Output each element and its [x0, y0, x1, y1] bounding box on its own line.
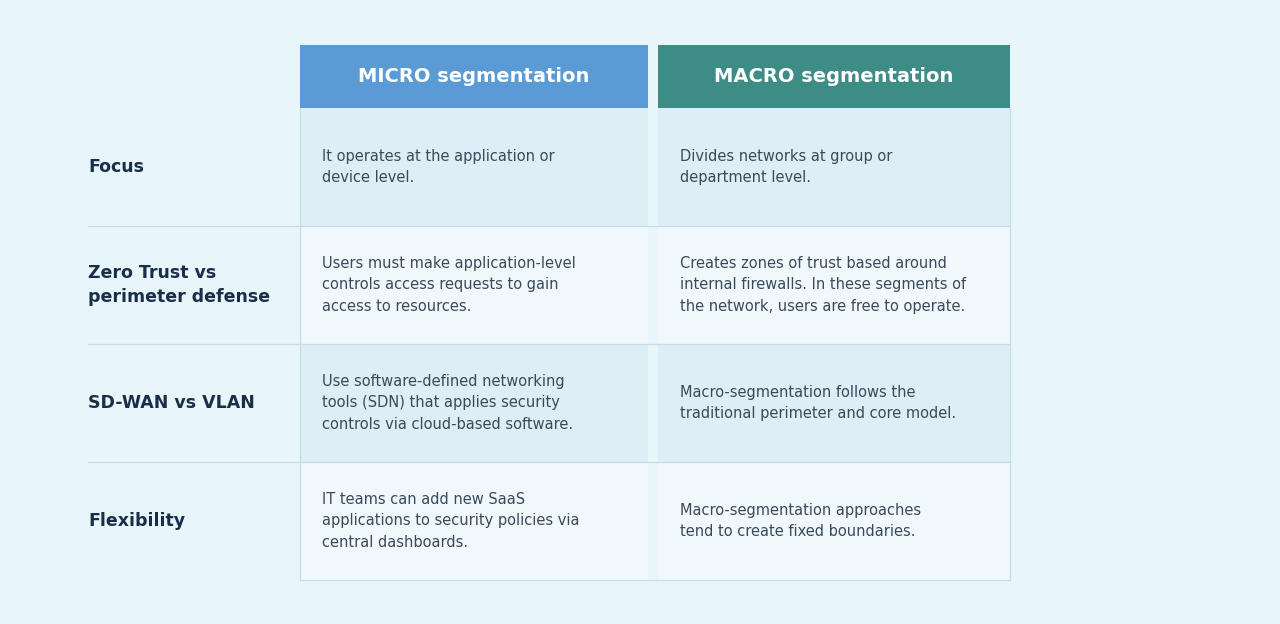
- Bar: [658, 226, 1010, 344]
- Text: MACRO segmentation: MACRO segmentation: [714, 67, 954, 86]
- Bar: [300, 226, 648, 344]
- Bar: [300, 108, 648, 226]
- Bar: [658, 462, 1010, 580]
- Text: Macro-segmentation approaches
tend to create fixed boundaries.: Macro-segmentation approaches tend to cr…: [680, 503, 922, 539]
- Text: It operates at the application or
device level.: It operates at the application or device…: [323, 149, 554, 185]
- Text: Zero Trust vs
perimeter defense: Zero Trust vs perimeter defense: [88, 263, 270, 306]
- Text: Users must make application-level
controls access requests to gain
access to res: Users must make application-level contro…: [323, 256, 576, 314]
- Bar: [300, 45, 648, 108]
- Text: Flexibility: Flexibility: [88, 512, 186, 530]
- Text: MICRO segmentation: MICRO segmentation: [358, 67, 590, 86]
- Text: Use software-defined networking
tools (SDN) that applies security
controls via c: Use software-defined networking tools (S…: [323, 374, 573, 432]
- Bar: [658, 108, 1010, 226]
- Text: Creates zones of trust based around
internal firewalls. In these segments of
the: Creates zones of trust based around inte…: [680, 256, 966, 314]
- Bar: [658, 45, 1010, 108]
- Text: Macro-segmentation follows the
traditional perimeter and core model.: Macro-segmentation follows the tradition…: [680, 385, 956, 421]
- Text: IT teams can add new SaaS
applications to security policies via
central dashboar: IT teams can add new SaaS applications t…: [323, 492, 580, 550]
- Bar: [658, 344, 1010, 462]
- Bar: [300, 344, 648, 462]
- Text: Divides networks at group or
department level.: Divides networks at group or department …: [680, 149, 892, 185]
- Text: SD-WAN vs VLAN: SD-WAN vs VLAN: [88, 394, 255, 412]
- Text: Focus: Focus: [88, 158, 143, 176]
- Bar: [300, 462, 648, 580]
